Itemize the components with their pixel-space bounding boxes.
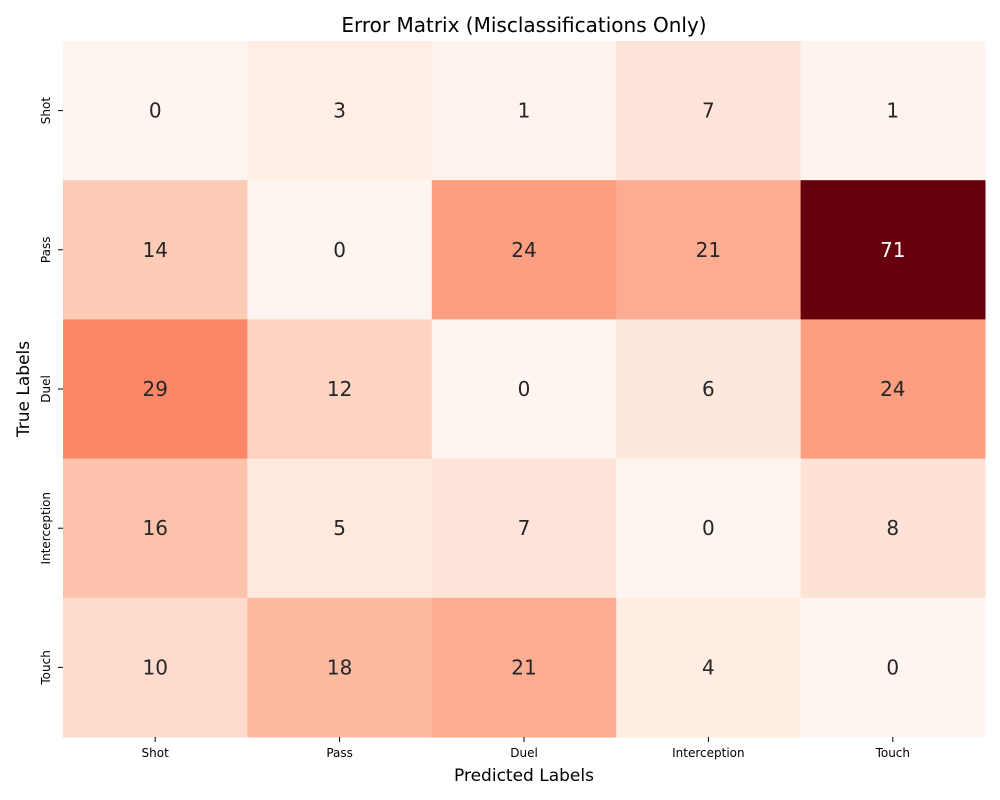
heatmap-cell xyxy=(63,458,248,599)
heatmap-cell xyxy=(63,319,248,460)
cell-value-label: 0 xyxy=(518,377,531,401)
y-tick-label: Pass xyxy=(39,237,53,264)
heatmap-cell xyxy=(800,41,986,181)
heatmap-cells xyxy=(63,41,986,738)
heatmap-cell xyxy=(247,458,433,599)
cell-value-label: 7 xyxy=(702,99,715,123)
heatmap-cell xyxy=(800,597,986,738)
heatmap-cell xyxy=(616,597,802,738)
heatmap-cell xyxy=(63,597,248,738)
cell-value-label: 5 xyxy=(333,516,346,540)
chart-title: Error Matrix (Misclassifications Only) xyxy=(341,13,706,37)
heatmap-cell xyxy=(616,180,802,320)
heatmap-cell xyxy=(247,319,433,460)
cell-value-label: 21 xyxy=(696,238,721,262)
cell-value-label: 24 xyxy=(511,238,536,262)
cell-value-label: 71 xyxy=(880,238,905,262)
heatmap-cell xyxy=(247,41,433,181)
cell-value-label: 16 xyxy=(142,516,167,540)
cell-value-label: 18 xyxy=(327,655,352,679)
y-axis-ticks: Shot Pass Duel Interception Touch xyxy=(39,97,63,686)
cell-value-label: 4 xyxy=(702,655,715,679)
cell-value-label: 0 xyxy=(333,238,346,262)
heatmap-cell xyxy=(800,180,986,320)
heatmap-cell xyxy=(431,41,617,181)
heatmap-cell xyxy=(247,597,433,738)
cell-value-label: 0 xyxy=(702,516,715,540)
cell-value-label: 14 xyxy=(142,238,167,262)
x-tick-label: Duel xyxy=(510,746,538,760)
x-axis-label: Predicted Labels xyxy=(454,766,594,786)
y-tick-label: Touch xyxy=(39,650,53,685)
cell-value-label: 3 xyxy=(333,99,346,123)
heatmap-cell xyxy=(616,41,802,181)
y-axis-label: True Labels xyxy=(14,341,34,438)
cell-value-label: 7 xyxy=(518,516,531,540)
heatmap-cell xyxy=(431,180,617,320)
y-tick-label: Interception xyxy=(39,492,53,565)
y-tick-label: Duel xyxy=(39,375,53,403)
cell-value-label: 21 xyxy=(511,655,536,679)
heatmap-cell xyxy=(431,458,617,599)
y-tick-label: Shot xyxy=(39,97,53,125)
x-tick-label: Pass xyxy=(326,746,353,760)
x-tick-label: Touch xyxy=(875,746,910,760)
heatmap-cell xyxy=(63,41,248,181)
heatmap-cell xyxy=(616,458,802,599)
x-tick-label: Shot xyxy=(142,746,170,760)
heatmap-cell xyxy=(431,597,617,738)
heatmap-cell xyxy=(63,180,248,320)
x-tick-label: Interception xyxy=(672,746,745,760)
cell-value-label: 29 xyxy=(142,377,167,401)
heatmap-cell xyxy=(431,319,617,460)
heatmap-cell xyxy=(800,458,986,599)
cell-value-label: 1 xyxy=(518,99,531,123)
heatmap-cell xyxy=(247,180,433,320)
cell-value-label: 1 xyxy=(886,99,899,123)
cell-value-label: 10 xyxy=(142,655,167,679)
heatmap-cell xyxy=(800,319,986,460)
cell-value-label: 24 xyxy=(880,377,905,401)
cell-value-label: 8 xyxy=(886,516,899,540)
cell-value-label: 0 xyxy=(149,99,162,123)
cell-value-label: 12 xyxy=(327,377,352,401)
x-axis-ticks: Shot Pass Duel Interception Touch xyxy=(142,737,910,760)
cell-value-label: 0 xyxy=(886,655,899,679)
heatmap-cell xyxy=(616,319,802,460)
cell-value-label: 6 xyxy=(702,377,715,401)
